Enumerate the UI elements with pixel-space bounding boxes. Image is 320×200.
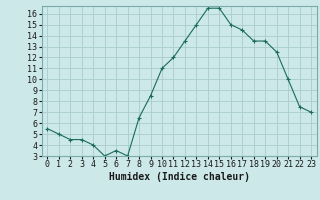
X-axis label: Humidex (Indice chaleur): Humidex (Indice chaleur) bbox=[109, 172, 250, 182]
